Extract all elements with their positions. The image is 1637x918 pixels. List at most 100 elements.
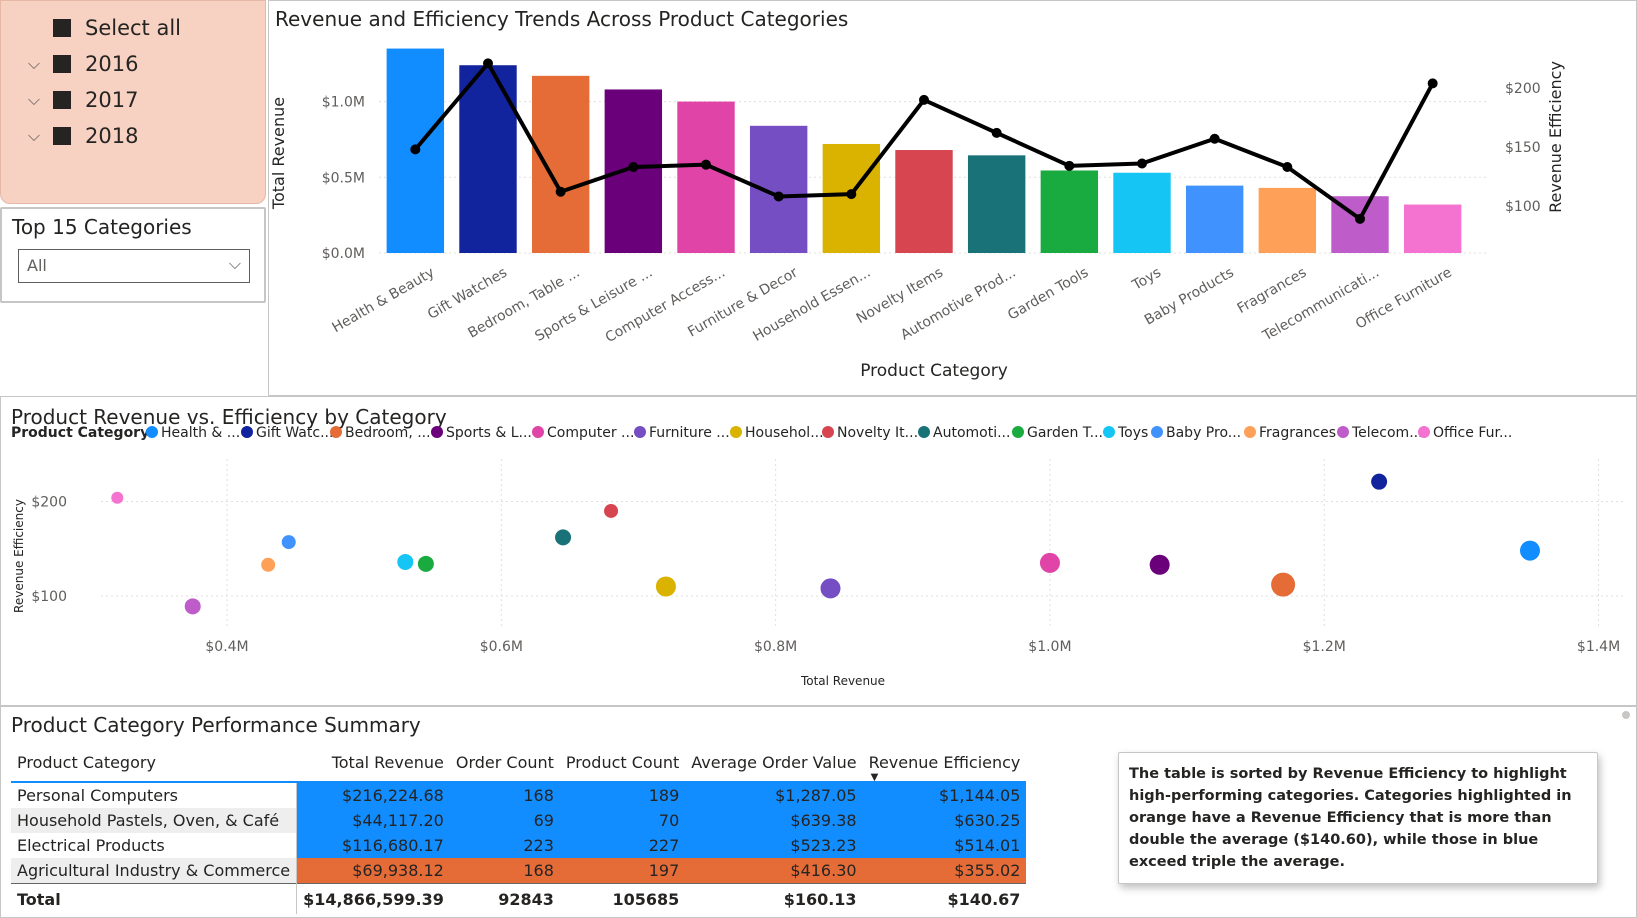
legend-item-label[interactable]: Baby Pro... — [1166, 425, 1241, 441]
line-point[interactable] — [628, 162, 639, 173]
line-point[interactable] — [410, 144, 421, 155]
line-point[interactable] — [773, 191, 784, 202]
scatter-point[interactable] — [655, 576, 676, 597]
column-header[interactable]: Revenue Efficiency ▼ — [863, 743, 1027, 784]
legend-marker[interactable] — [1103, 426, 1115, 438]
scatter-point[interactable] — [417, 555, 434, 572]
table-row[interactable]: Electrical Products $116,680.17 223 227 $523… — [11, 833, 1027, 858]
line-point[interactable] — [846, 189, 857, 200]
legend-item-label[interactable]: Telecom... — [1351, 425, 1423, 441]
chevron-down-icon[interactable]: ⌵ — [27, 126, 41, 145]
legend-item-label[interactable]: Househol... — [745, 425, 824, 441]
legend-marker[interactable] — [1337, 426, 1349, 438]
scatter-point[interactable] — [1519, 540, 1540, 561]
scatter-point[interactable] — [261, 557, 276, 572]
line-point[interactable] — [1137, 158, 1147, 169]
legend-marker[interactable] — [1418, 426, 1430, 438]
legend-marker[interactable] — [1244, 426, 1256, 438]
scatter-point[interactable] — [604, 503, 619, 518]
legend-item-label[interactable]: Furniture ... — [649, 425, 730, 441]
total-label: Total — [11, 883, 298, 914]
legend-marker[interactable] — [1012, 426, 1024, 438]
table-cell: $639.38 — [685, 808, 863, 833]
legend-item-label[interactable]: Bedroom, ... — [345, 425, 431, 441]
year-slicer-item[interactable]: ⌵ 2018 — [1, 121, 139, 151]
sort-descending-icon[interactable]: ▼ — [870, 772, 879, 783]
scatter-point[interactable] — [397, 553, 414, 570]
legend-marker[interactable] — [918, 426, 930, 438]
legend-marker[interactable] — [634, 426, 646, 438]
line-point[interactable] — [919, 94, 929, 105]
bar[interactable] — [1403, 204, 1462, 253]
legend-item-label[interactable]: Garden T... — [1027, 425, 1103, 441]
chevron-down-icon[interactable]: ⌵ — [27, 90, 41, 109]
line-point[interactable] — [1282, 162, 1293, 173]
bar[interactable] — [531, 75, 590, 253]
checkbox[interactable] — [53, 127, 71, 145]
bar[interactable] — [1040, 170, 1099, 253]
bar[interactable] — [1113, 172, 1171, 253]
line-point[interactable] — [1209, 133, 1220, 144]
legend-item-label[interactable]: Toys — [1117, 425, 1148, 441]
scatter-point[interactable] — [184, 598, 201, 615]
top15-dropdown[interactable]: All ⌵ — [18, 249, 250, 283]
year-slicer-item[interactable]: ⌵ 2017 — [1, 85, 139, 115]
legend-marker[interactable] — [431, 426, 443, 438]
bar[interactable] — [895, 150, 953, 253]
bar[interactable] — [1258, 187, 1317, 253]
bar[interactable] — [677, 101, 735, 253]
column-header-label: Average Order Value — [691, 752, 857, 772]
scatter-point[interactable] — [1371, 473, 1388, 490]
line-point[interactable] — [991, 127, 1002, 138]
legend-item-label[interactable]: Fragrances — [1259, 425, 1336, 441]
scatter-point[interactable] — [1271, 572, 1296, 597]
legend-marker[interactable] — [1151, 426, 1163, 438]
line-point[interactable] — [555, 186, 566, 197]
legend-item-label[interactable]: Gift Watc... — [256, 425, 333, 441]
bar[interactable] — [1185, 185, 1244, 253]
legend-marker[interactable] — [241, 426, 253, 438]
legend-item-label[interactable]: Novelty It... — [837, 425, 918, 441]
checkbox[interactable] — [53, 55, 71, 73]
legend-marker[interactable] — [822, 426, 834, 438]
y-right-tick-label: $100 — [1505, 199, 1541, 215]
chevron-down-icon[interactable]: ⌵ — [27, 54, 41, 73]
legend-marker[interactable] — [532, 426, 544, 438]
scatter-point[interactable] — [281, 535, 296, 550]
legend-marker[interactable] — [146, 426, 158, 438]
legend-item-label[interactable]: Sports & L... — [446, 425, 532, 441]
scrollbar-handle[interactable] — [1622, 711, 1630, 719]
column-header[interactable]: Product Category — [11, 743, 297, 782]
year-slicer-item[interactable]: ⌵ 2016 — [1, 49, 139, 79]
column-header[interactable]: Order Count — [450, 743, 560, 782]
line-point[interactable] — [701, 159, 711, 170]
checkbox[interactable] — [53, 19, 71, 37]
legend-item-label[interactable]: Health & ... — [161, 425, 240, 441]
legend-item-label[interactable]: Automoti... — [933, 425, 1010, 441]
legend-marker[interactable] — [330, 426, 342, 438]
scatter-point[interactable] — [1149, 554, 1170, 575]
legend-item-label[interactable]: Computer ... — [547, 425, 634, 441]
table-row[interactable]: Agricultural Industry & Commerce $69,938.… — [11, 858, 1027, 884]
line-point[interactable] — [1355, 213, 1365, 224]
column-header[interactable]: Product Count — [560, 743, 685, 782]
scatter-point[interactable] — [111, 491, 124, 504]
line-point[interactable] — [1427, 78, 1438, 89]
year-slicer-item[interactable]: Select all — [1, 13, 181, 43]
bar[interactable] — [459, 65, 517, 253]
scatter-point[interactable] — [555, 529, 572, 546]
column-header[interactable]: Total Revenue — [297, 743, 450, 782]
table-row[interactable]: Household Pastels, Oven, & Café $44,117.2… — [11, 808, 1027, 833]
bar[interactable] — [967, 155, 1026, 253]
line-point[interactable] — [1064, 160, 1075, 171]
column-header[interactable]: Average Order Value — [685, 743, 862, 782]
table-cell: $523.23 — [685, 833, 863, 858]
legend-marker[interactable] — [730, 426, 742, 438]
table-row[interactable]: Personal Computers $216,224.68 168 189 $1,28… — [11, 782, 1027, 808]
legend-item-label[interactable]: Office Fur... — [1433, 425, 1512, 441]
scatter-point[interactable] — [1039, 552, 1060, 573]
table-cell: $216,224.68 — [296, 782, 450, 808]
checkbox[interactable] — [53, 91, 71, 109]
scatter-point[interactable] — [820, 578, 841, 599]
line-point[interactable] — [483, 58, 493, 69]
